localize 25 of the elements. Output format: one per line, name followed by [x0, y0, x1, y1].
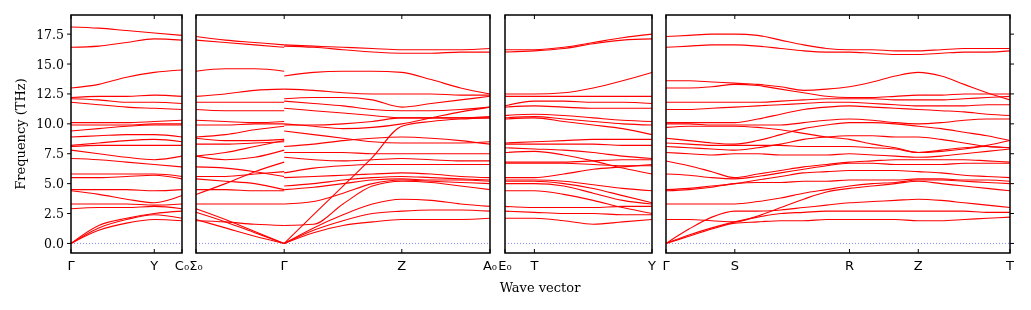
x-tick-label: R: [844, 258, 854, 273]
y-tick-label: 17.5: [36, 26, 64, 42]
x-tick-label: T: [529, 258, 539, 273]
y-tick-label: 5.0: [44, 176, 65, 192]
x-tick-label: S: [730, 258, 739, 273]
x-tick-label: Γ: [67, 258, 76, 273]
y-axis-title: Frequency (THz): [13, 78, 28, 190]
y-tick-label: 15.0: [36, 56, 65, 72]
x-tick-label: Z: [913, 258, 923, 273]
y-tick-label: 2.5: [44, 206, 64, 222]
x-axis-title: Wave vector: [499, 280, 582, 295]
y-tick-label: 7.5: [44, 146, 64, 162]
x-tick-label: C₀: [174, 258, 190, 273]
x-tick-label: Z: [397, 258, 407, 273]
y-tick-label: 10.0: [36, 116, 65, 132]
x-tick-label: Y: [149, 258, 159, 273]
x-tick-label: Γ: [280, 258, 289, 273]
x-tick-label: E₀: [498, 258, 512, 273]
x-tick-label: A₀: [482, 258, 498, 273]
y-tick-label: 0.0: [44, 235, 65, 251]
x-tick-label: Y: [647, 258, 657, 273]
x-tick-label: Γ: [662, 258, 671, 273]
y-tick-label: 12.5: [36, 86, 64, 102]
x-tick-label: T: [1005, 258, 1015, 273]
x-tick-label: Σ₀: [189, 258, 203, 273]
